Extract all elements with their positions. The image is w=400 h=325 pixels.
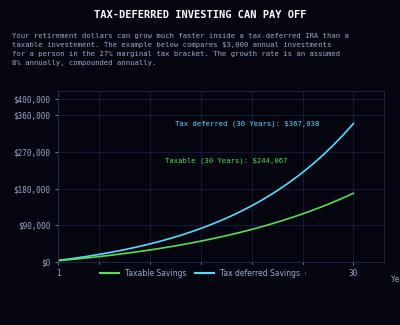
Text: Years: Years (390, 275, 400, 284)
Legend: Taxable Savings, Tax deferred Savings: Taxable Savings, Tax deferred Savings (96, 266, 304, 282)
Text: TAX-DEFERRED INVESTING CAN PAY OFF: TAX-DEFERRED INVESTING CAN PAY OFF (94, 10, 306, 20)
Text: Your retirement dollars can grow much faster inside a tax-deferred IRA than a
ta: Your retirement dollars can grow much fa… (12, 33, 349, 66)
Text: Taxable (30 Years): $244,067: Taxable (30 Years): $244,067 (165, 158, 288, 164)
Text: Tax deferred (30 Years): $367,038: Tax deferred (30 Years): $367,038 (175, 121, 320, 127)
